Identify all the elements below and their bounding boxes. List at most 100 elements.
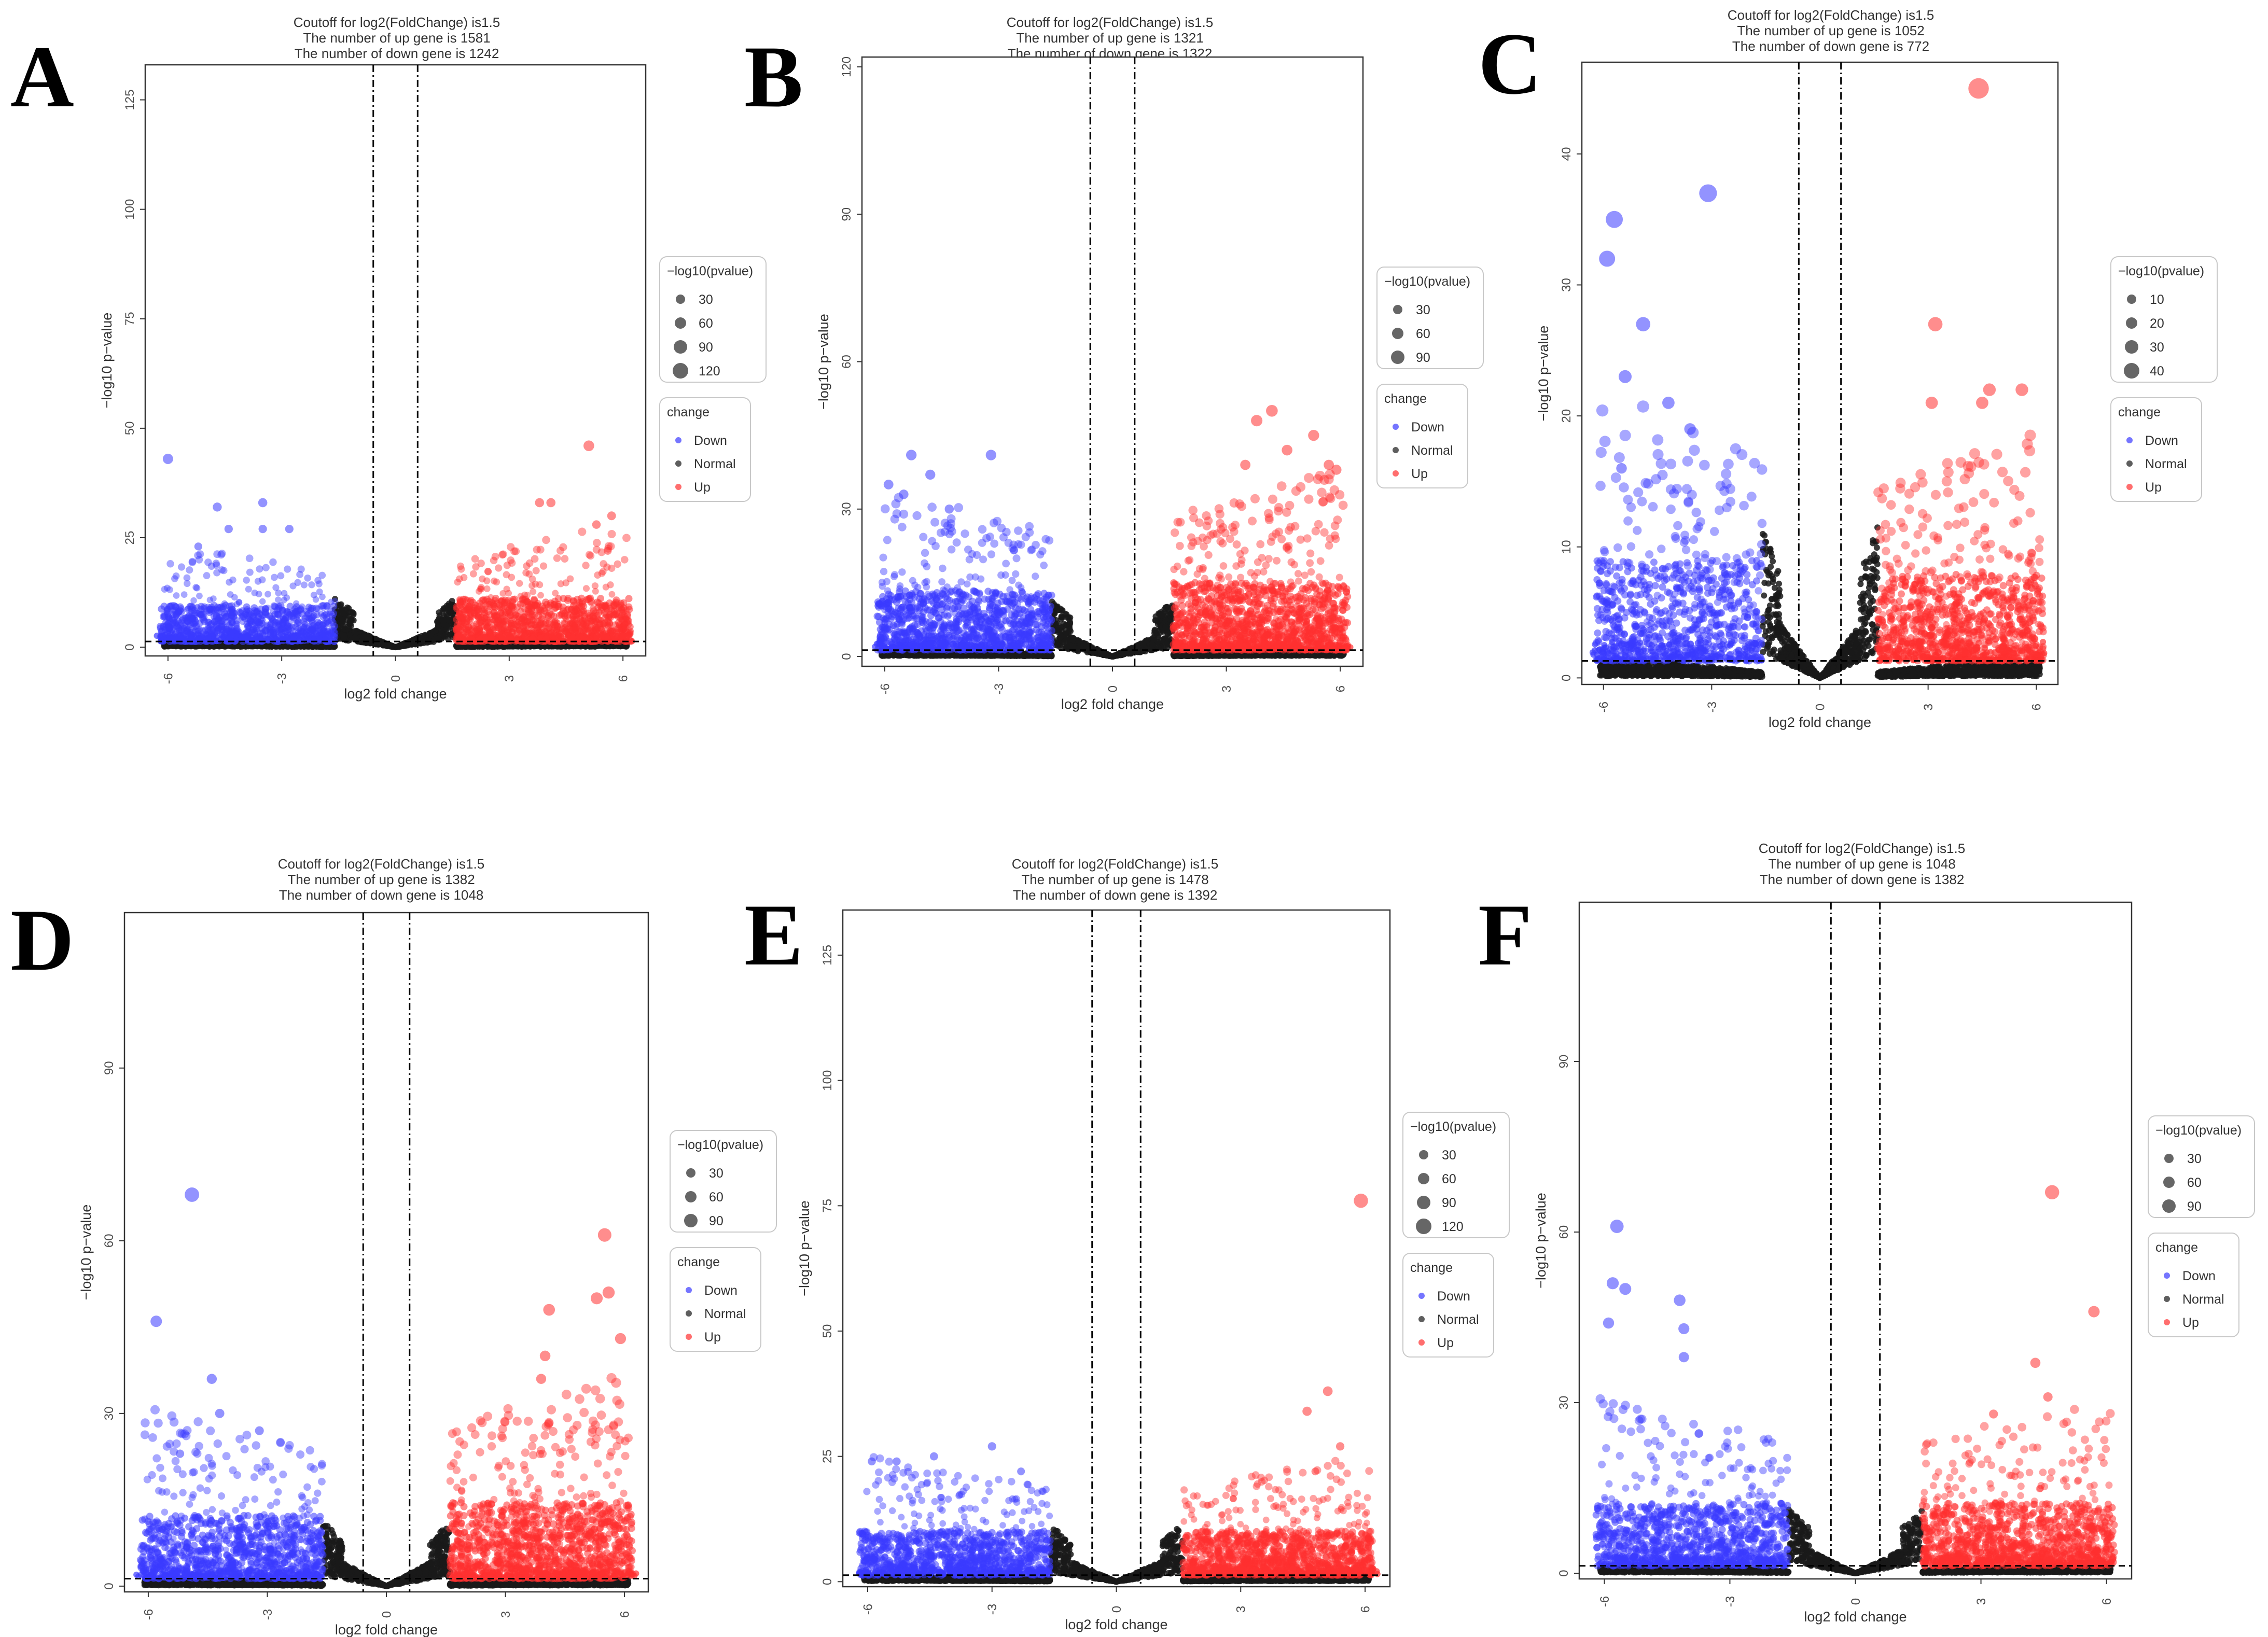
down-point <box>239 612 245 619</box>
down-point <box>163 584 171 592</box>
up-point <box>456 596 463 603</box>
normal-point <box>438 628 445 635</box>
down-point <box>259 628 266 634</box>
up-point <box>602 604 610 611</box>
down-point <box>263 621 271 629</box>
down-point <box>310 622 316 628</box>
down-point <box>256 610 263 618</box>
up-point <box>466 617 472 623</box>
down-point <box>301 623 308 629</box>
up-point <box>620 604 628 612</box>
up-point <box>573 620 581 627</box>
title-line-1: Coutoff for log2(FoldChange) is1.5 <box>1007 15 1213 30</box>
up-point <box>531 597 538 605</box>
up-point <box>559 543 567 551</box>
up-point <box>602 583 609 591</box>
down-point <box>215 609 222 615</box>
up-point <box>538 606 545 613</box>
up-point <box>520 596 527 603</box>
down-point <box>210 595 217 602</box>
up-point <box>466 635 473 641</box>
down-point <box>213 619 219 625</box>
up-point <box>490 609 498 617</box>
up-point <box>483 616 491 624</box>
normal-point <box>409 641 415 648</box>
up-point <box>467 611 474 617</box>
up-point <box>610 627 617 634</box>
down-point <box>254 578 262 585</box>
up-point <box>551 617 559 625</box>
down-point <box>183 624 191 632</box>
up-point <box>597 617 604 623</box>
up-point <box>519 599 527 607</box>
plot-frame <box>861 56 1364 667</box>
up-point <box>535 625 541 632</box>
up-point <box>491 577 498 585</box>
down-point <box>199 610 207 618</box>
down-point <box>255 591 262 598</box>
x-tick-label: 3 <box>503 675 517 682</box>
down-point <box>294 613 300 620</box>
up-point <box>622 534 631 542</box>
size-legend-label: 120 <box>699 364 720 379</box>
down-point <box>329 627 335 633</box>
down-point <box>189 632 196 638</box>
up-point <box>464 619 471 625</box>
down-point <box>318 602 326 610</box>
up-point <box>512 611 520 619</box>
down-point <box>231 594 238 601</box>
normal-point <box>351 628 358 635</box>
up-point <box>479 575 486 583</box>
down-point <box>292 608 299 615</box>
up-point <box>557 580 565 587</box>
down-point <box>194 551 202 559</box>
down-point <box>227 616 233 623</box>
down-point <box>313 623 319 629</box>
up-point <box>562 579 569 586</box>
up-point <box>496 605 503 612</box>
x-tick-label: 6 <box>617 675 631 682</box>
down-point <box>307 607 315 614</box>
down-point <box>321 625 327 631</box>
up-point <box>593 598 601 606</box>
down-point <box>318 610 324 617</box>
size-legend-dot <box>674 340 687 354</box>
up-point <box>532 580 539 588</box>
down-point <box>245 554 254 563</box>
down-point <box>316 636 323 642</box>
down-point <box>194 542 203 551</box>
down-point <box>305 623 312 629</box>
down-point <box>197 603 205 610</box>
up-point <box>522 569 530 577</box>
down-point <box>327 610 333 617</box>
up-point <box>551 619 558 625</box>
down-point <box>206 596 214 604</box>
down-point <box>205 619 212 625</box>
up-point <box>473 627 479 633</box>
down-point <box>319 621 326 627</box>
up-point <box>608 591 616 598</box>
down-point <box>235 599 243 606</box>
down-point <box>309 627 315 633</box>
down-point <box>213 638 220 645</box>
up-point <box>474 605 480 612</box>
up-point <box>618 624 625 632</box>
up-point <box>521 633 528 639</box>
up-point <box>516 580 523 587</box>
x-tick-label: -6 <box>161 673 175 684</box>
up-point <box>519 627 525 633</box>
down-point <box>271 603 279 611</box>
down-point <box>220 567 228 575</box>
down-point <box>193 584 201 592</box>
up-point <box>572 608 578 614</box>
panel-letter: A <box>10 28 74 125</box>
down-point <box>312 596 319 603</box>
down-point <box>298 637 304 644</box>
up-point <box>476 587 482 595</box>
up-point <box>500 622 507 628</box>
down-point <box>258 498 268 508</box>
up-point <box>572 620 578 626</box>
up-point <box>588 620 594 626</box>
down-point <box>183 574 191 582</box>
up-point <box>498 551 507 559</box>
